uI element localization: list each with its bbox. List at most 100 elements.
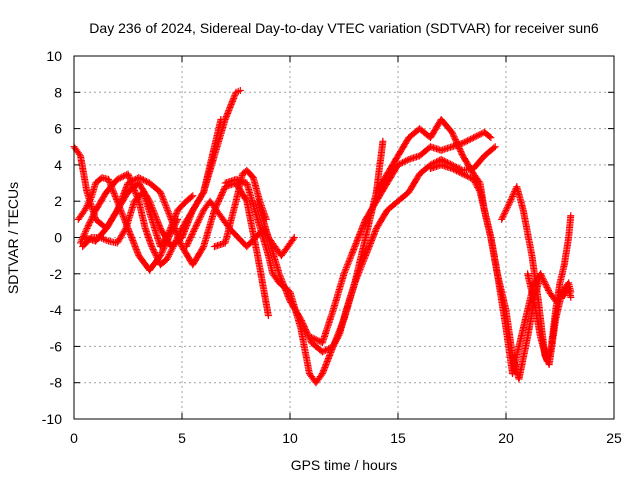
series-trace bbox=[396, 156, 411, 168]
data-point bbox=[470, 134, 478, 142]
data-point bbox=[459, 170, 467, 178]
series-trace bbox=[136, 174, 152, 186]
series-trace bbox=[82, 195, 94, 213]
series-trace bbox=[265, 235, 283, 276]
y-tick-label: -8 bbox=[50, 375, 63, 391]
series-track-10 bbox=[308, 128, 495, 347]
series-trace bbox=[384, 162, 401, 186]
series-track-15 bbox=[556, 284, 575, 301]
series-trace bbox=[157, 190, 175, 222]
data-point bbox=[394, 161, 402, 169]
series-trace bbox=[341, 244, 358, 276]
series-trace bbox=[175, 199, 189, 213]
series-trace bbox=[265, 253, 276, 276]
data-point bbox=[163, 255, 171, 263]
series-trace bbox=[427, 117, 444, 140]
data-layer bbox=[70, 86, 575, 387]
series-trace bbox=[140, 190, 155, 222]
y-tick-label: 6 bbox=[54, 121, 62, 137]
x-tick-label: 0 bbox=[70, 430, 78, 446]
series-trace bbox=[243, 181, 261, 222]
series-track-6 bbox=[182, 197, 298, 260]
series-trace bbox=[254, 217, 272, 258]
series-trace bbox=[207, 199, 219, 213]
data-point bbox=[318, 348, 326, 356]
series-trace bbox=[135, 199, 149, 231]
series-trace bbox=[556, 262, 568, 285]
series-trace bbox=[470, 177, 483, 194]
data-point bbox=[470, 175, 478, 183]
series-trace bbox=[157, 230, 172, 249]
series-trace bbox=[313, 371, 325, 385]
series-trace bbox=[384, 153, 401, 177]
series-trace bbox=[471, 172, 483, 185]
data-point bbox=[236, 86, 244, 94]
series-trace bbox=[200, 208, 218, 249]
series-trace bbox=[142, 226, 155, 249]
y-tick-label: 8 bbox=[54, 84, 62, 100]
y-axis-label: SDTVAR / TECUs bbox=[5, 182, 21, 294]
series-track-11 bbox=[372, 116, 545, 383]
data-point bbox=[290, 234, 298, 241]
y-tick-label: 4 bbox=[54, 157, 62, 173]
series-trace bbox=[557, 289, 567, 298]
series-trace bbox=[417, 162, 433, 177]
tick-layer: 0 5 10 15 20 25 -10 -8 -6 -4 -2 0 2 4 6 8 10 bbox=[42, 48, 622, 446]
data-point bbox=[506, 197, 514, 205]
series-trace bbox=[530, 299, 544, 340]
series-trace bbox=[240, 168, 249, 177]
series-trace bbox=[395, 135, 412, 158]
data-point bbox=[329, 342, 337, 350]
series-trace bbox=[460, 171, 476, 183]
data-point bbox=[148, 243, 156, 251]
series-trace bbox=[309, 334, 325, 346]
series-trace bbox=[71, 144, 83, 158]
series-trace bbox=[509, 344, 523, 376]
series-trace bbox=[115, 171, 130, 183]
data-point bbox=[113, 197, 121, 205]
series-trace bbox=[278, 244, 291, 258]
series-trace bbox=[200, 144, 218, 195]
series-trace bbox=[319, 308, 337, 345]
series-trace bbox=[482, 144, 498, 159]
y-tick-label: 2 bbox=[54, 193, 62, 209]
series-trace bbox=[98, 234, 111, 244]
data-point bbox=[567, 293, 575, 301]
series-trace bbox=[136, 253, 153, 273]
series-trace bbox=[92, 190, 110, 213]
series-trace bbox=[561, 235, 572, 267]
series-trace bbox=[75, 208, 88, 222]
data-point bbox=[459, 139, 467, 147]
series-trace bbox=[297, 326, 313, 376]
data-point bbox=[182, 243, 190, 251]
series-trace bbox=[285, 235, 297, 249]
series-trace bbox=[276, 271, 293, 303]
series-trace bbox=[548, 308, 559, 349]
series-trace bbox=[336, 308, 350, 336]
data-point bbox=[567, 212, 575, 220]
series-trace bbox=[320, 343, 336, 355]
data-point bbox=[165, 228, 173, 236]
data-point bbox=[217, 116, 225, 124]
series-trace bbox=[373, 171, 390, 195]
series-trace bbox=[450, 165, 465, 177]
series-trace bbox=[520, 208, 536, 258]
series-trace bbox=[254, 253, 272, 318]
series-trace bbox=[330, 271, 347, 312]
series-trace bbox=[330, 331, 343, 349]
series-trace bbox=[449, 130, 466, 158]
series-trace bbox=[287, 298, 304, 322]
x-axis-label: GPS time / hours bbox=[291, 457, 398, 473]
series-trace bbox=[80, 235, 94, 249]
chart-title: Day 236 of 2024, Sidereal Day-to-day VTE… bbox=[89, 20, 599, 36]
series-trace bbox=[515, 335, 531, 381]
series-trace bbox=[439, 156, 454, 168]
series-trace bbox=[477, 190, 488, 213]
x-tick-label: 15 bbox=[390, 430, 406, 446]
data-point bbox=[113, 239, 121, 247]
series-trace bbox=[395, 189, 411, 204]
data-point bbox=[498, 215, 506, 223]
series-trace bbox=[482, 129, 494, 141]
y-tick-label: 0 bbox=[54, 230, 62, 246]
series-trace bbox=[494, 271, 510, 331]
